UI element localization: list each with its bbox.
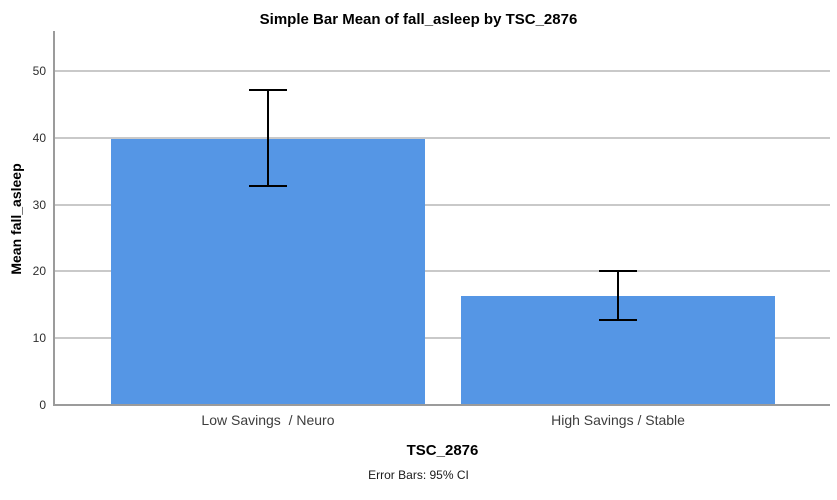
error-bars-footnote: Error Bars: 95% CI xyxy=(368,468,469,482)
y-tick-label-0: 0 xyxy=(39,398,46,412)
gridline-10 xyxy=(55,337,830,340)
x-axis-title: TSC_2876 xyxy=(406,442,479,459)
gridline-20 xyxy=(55,270,830,273)
y-tick-label-40: 40 xyxy=(32,130,46,145)
error-bar-line xyxy=(266,90,269,186)
error-bar-upper-cap xyxy=(599,269,638,272)
category-label-low-savings-neuro: Low Savings / Neuro xyxy=(201,412,335,428)
error-bar-lower-cap xyxy=(599,319,638,322)
y-tick-label-20: 20 xyxy=(32,264,46,279)
y-tick-label-30: 30 xyxy=(32,197,46,212)
x-axis-line xyxy=(53,404,830,406)
gridline-30 xyxy=(55,203,830,206)
chart-title: Simple Bar Mean of fall_asleep by TSC_28… xyxy=(259,11,578,28)
error-bar-upper-cap xyxy=(248,89,287,92)
error-bar-lower-cap xyxy=(248,184,287,187)
gridline-50 xyxy=(55,70,830,73)
gridline-40 xyxy=(55,136,830,139)
error-bar-line xyxy=(617,270,620,321)
y-tick-label-10: 10 xyxy=(32,331,46,346)
category-label-high-savings-stable: High Savings / Stable xyxy=(551,412,685,428)
y-axis-line xyxy=(53,31,55,406)
y-tick-label-50: 50 xyxy=(32,64,46,79)
